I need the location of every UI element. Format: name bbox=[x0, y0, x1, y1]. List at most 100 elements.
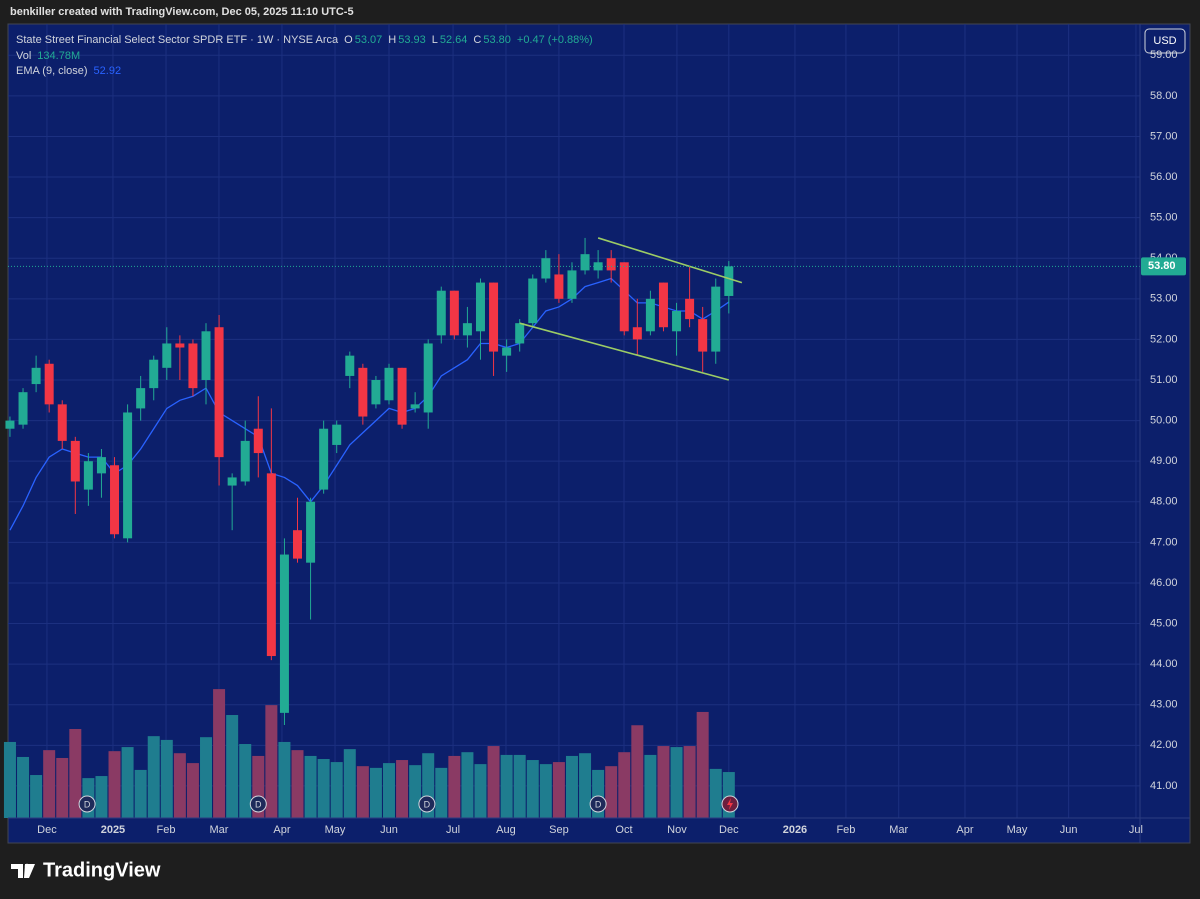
x-tick-label: Apr bbox=[273, 824, 290, 836]
legend-ema-name: EMA (9, close) bbox=[16, 65, 88, 77]
legend-ohlc-value: 52.64 bbox=[440, 34, 468, 46]
trendline bbox=[597, 237, 743, 284]
volume-bar bbox=[121, 747, 134, 818]
y-tick-label: 53.00 bbox=[1150, 293, 1178, 305]
candle-body bbox=[580, 254, 590, 271]
x-tick-label: May bbox=[325, 824, 346, 836]
y-tick-label: 55.00 bbox=[1150, 212, 1178, 224]
earnings-marker[interactable] bbox=[721, 795, 739, 813]
volume-bar bbox=[147, 736, 160, 818]
candle-body bbox=[436, 290, 446, 336]
volume-bar bbox=[69, 728, 82, 818]
dividend-marker[interactable]: D bbox=[589, 795, 607, 813]
candle-body bbox=[698, 319, 708, 352]
candle-body bbox=[658, 282, 668, 328]
brand: TradingView bbox=[43, 859, 161, 881]
volume-bar bbox=[448, 755, 461, 818]
candle-body bbox=[123, 412, 133, 539]
candle-body bbox=[110, 465, 120, 535]
volume-bar bbox=[709, 768, 722, 818]
currency-button-frame[interactable] bbox=[1144, 28, 1186, 54]
candle-body bbox=[201, 331, 211, 381]
candle-body bbox=[70, 440, 80, 482]
legend-ohlc-value: 53.80 bbox=[483, 34, 511, 46]
x-tick-label: Jul bbox=[1129, 824, 1143, 836]
dividend-marker-circle bbox=[589, 795, 607, 813]
x-tick-label: Feb bbox=[836, 824, 855, 836]
candle-body bbox=[188, 343, 198, 389]
candle-body bbox=[332, 424, 342, 445]
volume-bar bbox=[605, 766, 618, 818]
dividend-marker[interactable]: D bbox=[418, 795, 436, 813]
y-tick-label: 43.00 bbox=[1150, 699, 1178, 711]
candle-body bbox=[397, 367, 407, 425]
candle-body bbox=[136, 388, 146, 409]
x-tick-label: 2025 bbox=[101, 824, 125, 836]
volume-bar bbox=[670, 747, 683, 818]
candle-body bbox=[319, 428, 329, 490]
candle-body bbox=[632, 327, 642, 340]
x-tick-label: Apr bbox=[956, 824, 973, 836]
candle-body bbox=[44, 363, 54, 405]
y-tick-label: 52.00 bbox=[1150, 333, 1178, 345]
candle-body bbox=[567, 270, 577, 299]
dividend-marker-label: D bbox=[255, 799, 262, 809]
legend-change: +0.47 (+0.88%) bbox=[517, 34, 593, 46]
volume-bar bbox=[526, 760, 539, 818]
volume-bar bbox=[409, 765, 422, 818]
volume-bar bbox=[683, 746, 696, 818]
chart-pane bbox=[7, 23, 1191, 844]
candle-body bbox=[515, 323, 525, 344]
volume-bar bbox=[213, 689, 226, 818]
volume-bar bbox=[200, 737, 213, 818]
legend-title: State Street Financial Select Sector SPD… bbox=[16, 34, 339, 46]
candle-body bbox=[619, 262, 629, 332]
candle-body bbox=[5, 420, 15, 429]
dividend-marker-circle bbox=[418, 795, 436, 813]
earnings-marker-icon[interactable] bbox=[727, 798, 733, 810]
x-tick-label: Dec bbox=[719, 824, 739, 836]
volume-bar bbox=[343, 749, 356, 818]
y-tick-label: 47.00 bbox=[1150, 536, 1178, 548]
volume-bar bbox=[226, 715, 239, 818]
candle-body bbox=[685, 298, 695, 320]
candle-body bbox=[96, 457, 106, 474]
y-tick-label: 51.00 bbox=[1150, 374, 1178, 386]
candle-body bbox=[266, 473, 276, 657]
volume-bar bbox=[369, 767, 382, 818]
y-tick-label: 57.00 bbox=[1150, 130, 1178, 142]
candle-body bbox=[606, 258, 616, 271]
candle-body bbox=[358, 367, 368, 417]
volume-bar bbox=[43, 750, 56, 818]
dividend-marker[interactable]: D bbox=[249, 795, 267, 813]
legend-volume-name: Vol bbox=[16, 50, 31, 62]
volume-bar bbox=[134, 769, 147, 818]
dividend-marker[interactable]: D bbox=[78, 795, 96, 813]
currency-button-label[interactable]: USD bbox=[1153, 35, 1176, 47]
last-price-box bbox=[1141, 257, 1186, 276]
candle-body bbox=[253, 428, 263, 454]
trendline bbox=[519, 322, 730, 381]
x-tick-label: Jun bbox=[1060, 824, 1078, 836]
volume-bar bbox=[552, 762, 565, 818]
currency-button[interactable]: USD bbox=[1144, 28, 1186, 54]
volume-bar bbox=[435, 767, 448, 818]
candle-body bbox=[83, 461, 93, 490]
volume-bar bbox=[565, 755, 578, 818]
x-tick-label: Sep bbox=[549, 824, 569, 836]
x-tick-label: May bbox=[1007, 824, 1028, 836]
volume-bar bbox=[644, 754, 657, 818]
y-tick-label: 46.00 bbox=[1150, 577, 1178, 589]
x-tick-label: Jun bbox=[380, 824, 398, 836]
volume-bar bbox=[618, 752, 631, 818]
volume-bar bbox=[173, 753, 186, 818]
volume-bar bbox=[382, 763, 395, 818]
candle-body bbox=[528, 278, 538, 324]
brand-logo bbox=[11, 863, 35, 878]
y-tick-label: 58.00 bbox=[1150, 90, 1178, 102]
candle-body bbox=[384, 367, 394, 401]
candle-body bbox=[175, 343, 185, 348]
y-tick-label: 44.00 bbox=[1150, 658, 1178, 670]
